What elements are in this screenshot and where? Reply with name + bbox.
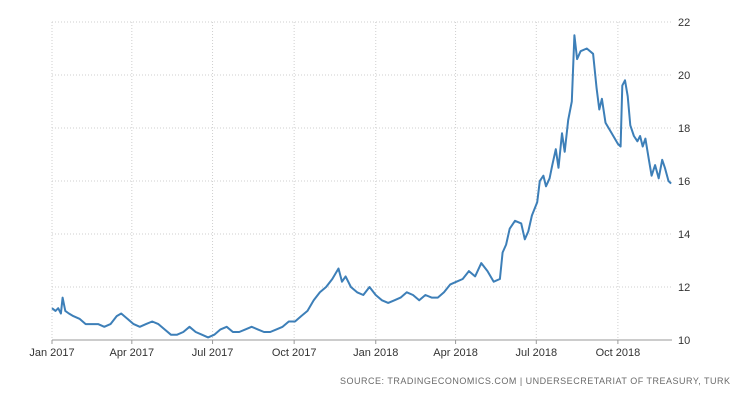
y-tick-label: 18 — [678, 123, 690, 135]
x-tick-label: Jul 2017 — [192, 347, 234, 359]
y-tick-label: 12 — [678, 282, 690, 294]
x-tick-label: Oct 2018 — [596, 347, 641, 359]
y-tick-label: 22 — [678, 17, 690, 29]
x-tick-label: Jan 2018 — [353, 347, 398, 359]
y-axis-ticks: 10 12 14 16 18 20 22 — [678, 17, 690, 347]
y-tick-label: 20 — [678, 70, 690, 82]
x-tick-label: Jan 2017 — [29, 347, 74, 359]
x-axis-ticks: Jan 2017 Apr 2017 Jul 2017 Oct 2017 Jan 2018… — [29, 340, 640, 359]
series-line — [51, 34, 672, 339]
x-tick-label: Apr 2017 — [110, 347, 155, 359]
horizontal-gridlines — [52, 21, 672, 288]
y-tick-label: 16 — [678, 176, 690, 188]
x-tick-label: Jul 2018 — [515, 347, 557, 359]
y-tick-label: 14 — [678, 229, 690, 241]
y-tick-label: 10 — [678, 335, 690, 347]
source-caption: SOURCE: TRADINGECONOMICS.COM | UNDERSECR… — [340, 376, 730, 386]
x-tick-label: Oct 2017 — [272, 347, 317, 359]
x-tick-label: Apr 2018 — [433, 347, 478, 359]
